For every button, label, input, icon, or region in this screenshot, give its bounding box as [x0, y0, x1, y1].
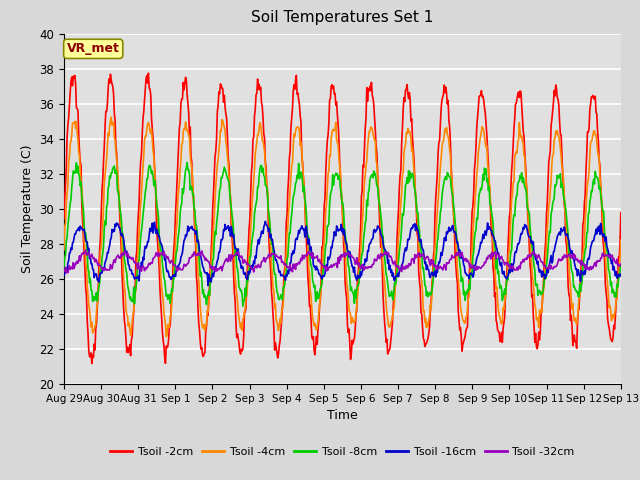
Legend: Tsoil -2cm, Tsoil -4cm, Tsoil -8cm, Tsoil -16cm, Tsoil -32cm: Tsoil -2cm, Tsoil -4cm, Tsoil -8cm, Tsoi…: [106, 442, 579, 461]
Title: Soil Temperatures Set 1: Soil Temperatures Set 1: [252, 11, 433, 25]
Text: VR_met: VR_met: [67, 42, 120, 55]
X-axis label: Time: Time: [327, 409, 358, 422]
Y-axis label: Soil Temperature (C): Soil Temperature (C): [20, 144, 34, 273]
